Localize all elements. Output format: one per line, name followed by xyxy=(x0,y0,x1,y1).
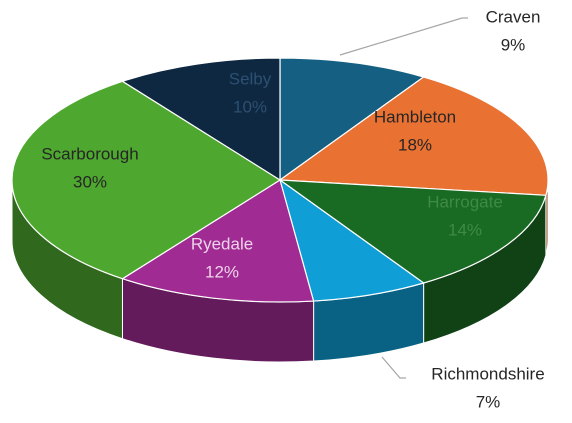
slice xyxy=(277,179,547,284)
pie-labels: Craven 9% Hambleton 18% Harrogate 14% Richmond… xyxy=(41,7,544,411)
slice xyxy=(11,80,282,280)
slice-value-label: 18% xyxy=(398,135,432,154)
slice xyxy=(121,179,315,303)
slice xyxy=(278,76,549,196)
slice xyxy=(278,178,425,302)
slice-value-label: 12% xyxy=(205,262,239,281)
slice-value-label: 9% xyxy=(501,35,526,54)
slice-value-label: 10% xyxy=(233,97,267,116)
pie-tops xyxy=(11,57,549,303)
slice-value-label: 30% xyxy=(73,172,107,191)
slice-value-label: 14% xyxy=(448,220,482,239)
slice-label: Richmondshire xyxy=(431,364,544,383)
pie-sides xyxy=(11,179,549,363)
slice-label: Ryedale xyxy=(191,234,253,253)
slice xyxy=(121,57,281,182)
slice-label: Scarborough xyxy=(41,144,138,163)
slice xyxy=(279,57,425,182)
slice-label: Craven xyxy=(486,7,541,26)
slice-label: Harrogate xyxy=(427,192,503,211)
slice-label: Selby xyxy=(229,69,272,88)
slice-value-label: 7% xyxy=(476,392,501,411)
leader-line xyxy=(339,17,468,56)
slice-label: Hambleton xyxy=(374,107,456,126)
leader-line xyxy=(381,356,406,379)
